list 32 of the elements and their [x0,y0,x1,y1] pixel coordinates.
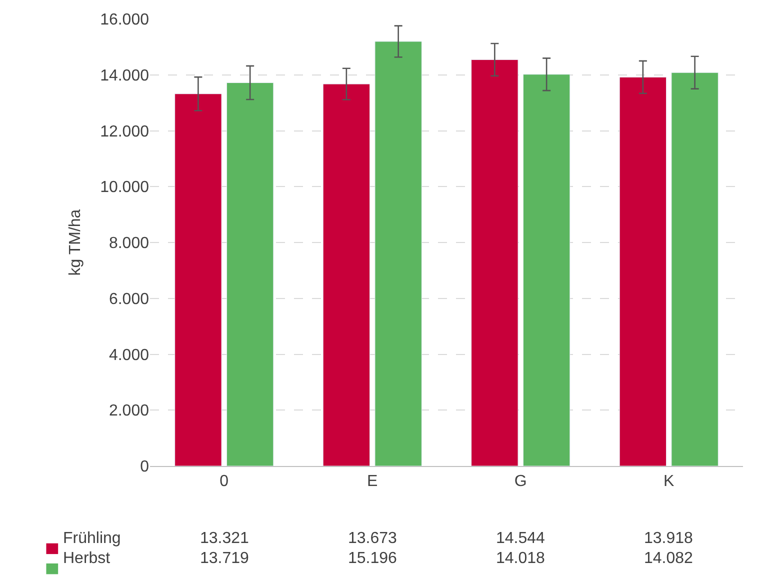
bar [619,76,667,466]
x-tick-label: E [367,473,378,490]
y-tick-label: 0 [140,458,150,476]
y-tick-label: 10.000 [100,179,150,196]
bar [322,84,370,466]
bar [522,74,570,466]
text: 14.082 [644,550,693,567]
y-tick-label: 8.000 [108,235,150,252]
bar [671,72,718,466]
y-tick-label: 16.000 [100,12,150,29]
text: 14.544 [496,530,545,547]
y-axis-title: kg TM/ha [66,209,84,276]
text: 13.719 [200,550,249,567]
text: 13.321 [200,530,249,547]
bar [174,94,222,466]
text: 13.918 [644,530,693,547]
y-tick-label: 14.000 [100,67,150,84]
text: 14.018 [496,550,545,567]
bar [471,59,518,466]
text: 13.673 [348,530,397,547]
x-tick-label: K [664,473,675,490]
legend-label: Herbst [63,550,111,567]
y-tick-label: 12.000 [100,123,150,140]
y-tick-label: 2.000 [108,402,150,420]
bar [374,41,422,466]
y-tick-label: 4.000 [108,346,150,364]
x-tick-label: 0 [220,473,229,490]
y-tick-label: 6.000 [108,290,150,308]
x-tick-label: G [514,473,527,490]
bar [226,82,274,466]
legend-label: Frühling [63,530,121,547]
text: 15.196 [348,550,397,567]
